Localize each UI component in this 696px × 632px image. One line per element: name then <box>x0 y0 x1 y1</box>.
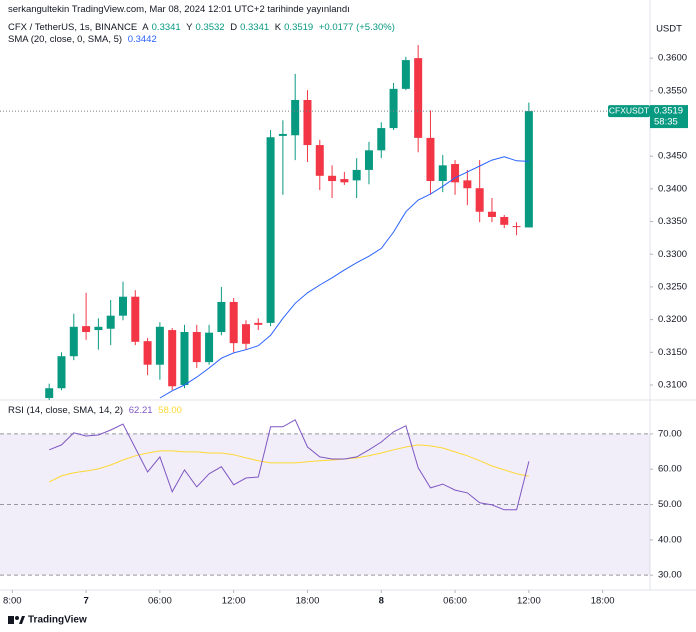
y-tick-label: 0.3450 <box>658 151 687 162</box>
rsi-y-tick-label: 30.00 <box>658 570 682 581</box>
y-tick-label: 0.3150 <box>658 347 687 358</box>
candle-body <box>475 188 484 212</box>
candle-body <box>352 169 361 181</box>
rsi-value: 62.21 <box>128 405 153 416</box>
candle-body <box>241 324 250 344</box>
y-tick-label: 0.3600 <box>658 53 687 64</box>
sma-value: 0.3442 <box>127 34 157 45</box>
rsi-y-tick-label: 70.00 <box>658 428 682 439</box>
rsi-y-tick-label: 60.00 <box>658 464 682 475</box>
y-tick-label: 0.3200 <box>658 314 687 325</box>
y-tick-label: 0.3250 <box>658 281 687 292</box>
sma-name: SMA (20, close, 0, SMA, 5) <box>8 34 123 45</box>
y-tick-label: 0.3350 <box>658 216 687 227</box>
x-tick-label: 8 <box>379 596 384 607</box>
candle-body <box>364 150 373 170</box>
x-tick-label: 12:00 <box>222 596 246 607</box>
countdown: 58:35 <box>654 117 678 128</box>
ohlc-label: D <box>230 22 238 33</box>
y-tick-label: 0.3550 <box>658 85 687 96</box>
candle-body <box>377 128 386 151</box>
ohlc-value: 0.3519 <box>284 22 314 33</box>
ohlc-value: 0.3341 <box>240 22 270 33</box>
sma-line <box>159 156 529 399</box>
price-badge <box>650 105 688 129</box>
candle-body <box>118 296 127 316</box>
logo: TradingView <box>8 615 87 626</box>
ohlc-label: K <box>274 22 282 33</box>
candle-body <box>438 165 447 182</box>
symbol-badge <box>608 105 650 118</box>
candle-body <box>278 133 287 136</box>
price-badge-text: 0.3519 <box>654 106 683 117</box>
candle-body <box>401 60 410 89</box>
candle-body <box>500 216 509 225</box>
candle-body <box>451 164 460 183</box>
symbol-badge-text: CFXUSDT <box>609 105 649 115</box>
currency: USDT <box>656 24 682 35</box>
published: serkangultekin TradingView.com, Mar 08, … <box>8 4 350 15</box>
main-pane <box>0 45 650 400</box>
x-tick-label: 7 <box>83 596 88 607</box>
candle-body <box>94 326 103 331</box>
candle-body <box>131 296 140 342</box>
candle-body <box>389 88 398 129</box>
footer: TradingView <box>28 615 87 626</box>
rsi-y-tick-label: 50.00 <box>658 499 682 510</box>
rsi-sma-value: 58.00 <box>158 405 182 416</box>
rsi-line <box>49 419 530 511</box>
x-tick-label: 06:00 <box>443 596 467 607</box>
ohlc-label: Y <box>186 22 193 33</box>
rsi-legend: RSI (14, close, SMA, 14, 2) 62.21 58.00 <box>8 405 185 416</box>
candle-body <box>168 330 177 387</box>
change: +0.0177 (+5.30%) <box>318 22 395 33</box>
sma-legend: SMA (20, close, 0, SMA, 5) 0.3442 <box>8 34 160 45</box>
candle-body <box>143 341 152 365</box>
x-tick-label: 8:00 <box>3 596 22 607</box>
candle-body <box>266 137 275 323</box>
candle-body <box>82 326 91 333</box>
ohlc-value: 0.3532 <box>195 22 225 33</box>
candle-body <box>45 388 54 399</box>
candle-body <box>524 111 533 228</box>
candle-body <box>315 145 324 176</box>
candle-body <box>57 356 66 389</box>
x-tick-label: 18:00 <box>296 596 320 607</box>
candle-body <box>229 301 238 344</box>
rsi-pane <box>0 419 650 576</box>
candle-body <box>192 332 201 363</box>
candle-body <box>69 326 78 357</box>
candle-body <box>426 137 435 182</box>
candle-body <box>512 226 521 228</box>
candle-body <box>328 175 337 182</box>
x-tick-label: 18:00 <box>591 596 615 607</box>
symbol: CFX / TetherUS, 1s, BINANCE <box>8 22 138 33</box>
candle-body <box>414 58 423 138</box>
candle-body <box>463 180 472 189</box>
ohlc-value: 0.3341 <box>151 22 181 33</box>
candle-body <box>155 326 164 365</box>
candle-body <box>180 332 189 385</box>
y-tick-label: 0.3300 <box>658 249 687 260</box>
x-tick-label: 06:00 <box>148 596 172 607</box>
rsi-name: RSI (14, close, SMA, 14, 2) <box>8 405 124 416</box>
candle-body <box>291 99 300 136</box>
symbol-legend: CFX / TetherUS, 1s, BINANCE A 0.3341 Y 0.3… <box>8 22 398 33</box>
candle-body <box>205 332 214 363</box>
candle-body <box>487 211 496 217</box>
candle-body <box>106 315 115 329</box>
rsi-sma-line <box>48 444 529 483</box>
candle-body <box>217 301 226 333</box>
y-tick-label: 0.3400 <box>658 183 687 194</box>
y-tick-label: 0.3100 <box>658 379 687 390</box>
candle-body <box>254 322 263 325</box>
rsi-y-tick-label: 40.00 <box>658 534 682 545</box>
candle-body <box>340 179 349 183</box>
candle-body <box>303 99 312 146</box>
ohlc-label: A <box>142 22 149 33</box>
axes: 0.3600 0.3550 0.3450 0.3400 0.3350 0.3300 0.32… <box>3 53 688 607</box>
x-tick-label: 12:00 <box>517 596 541 607</box>
